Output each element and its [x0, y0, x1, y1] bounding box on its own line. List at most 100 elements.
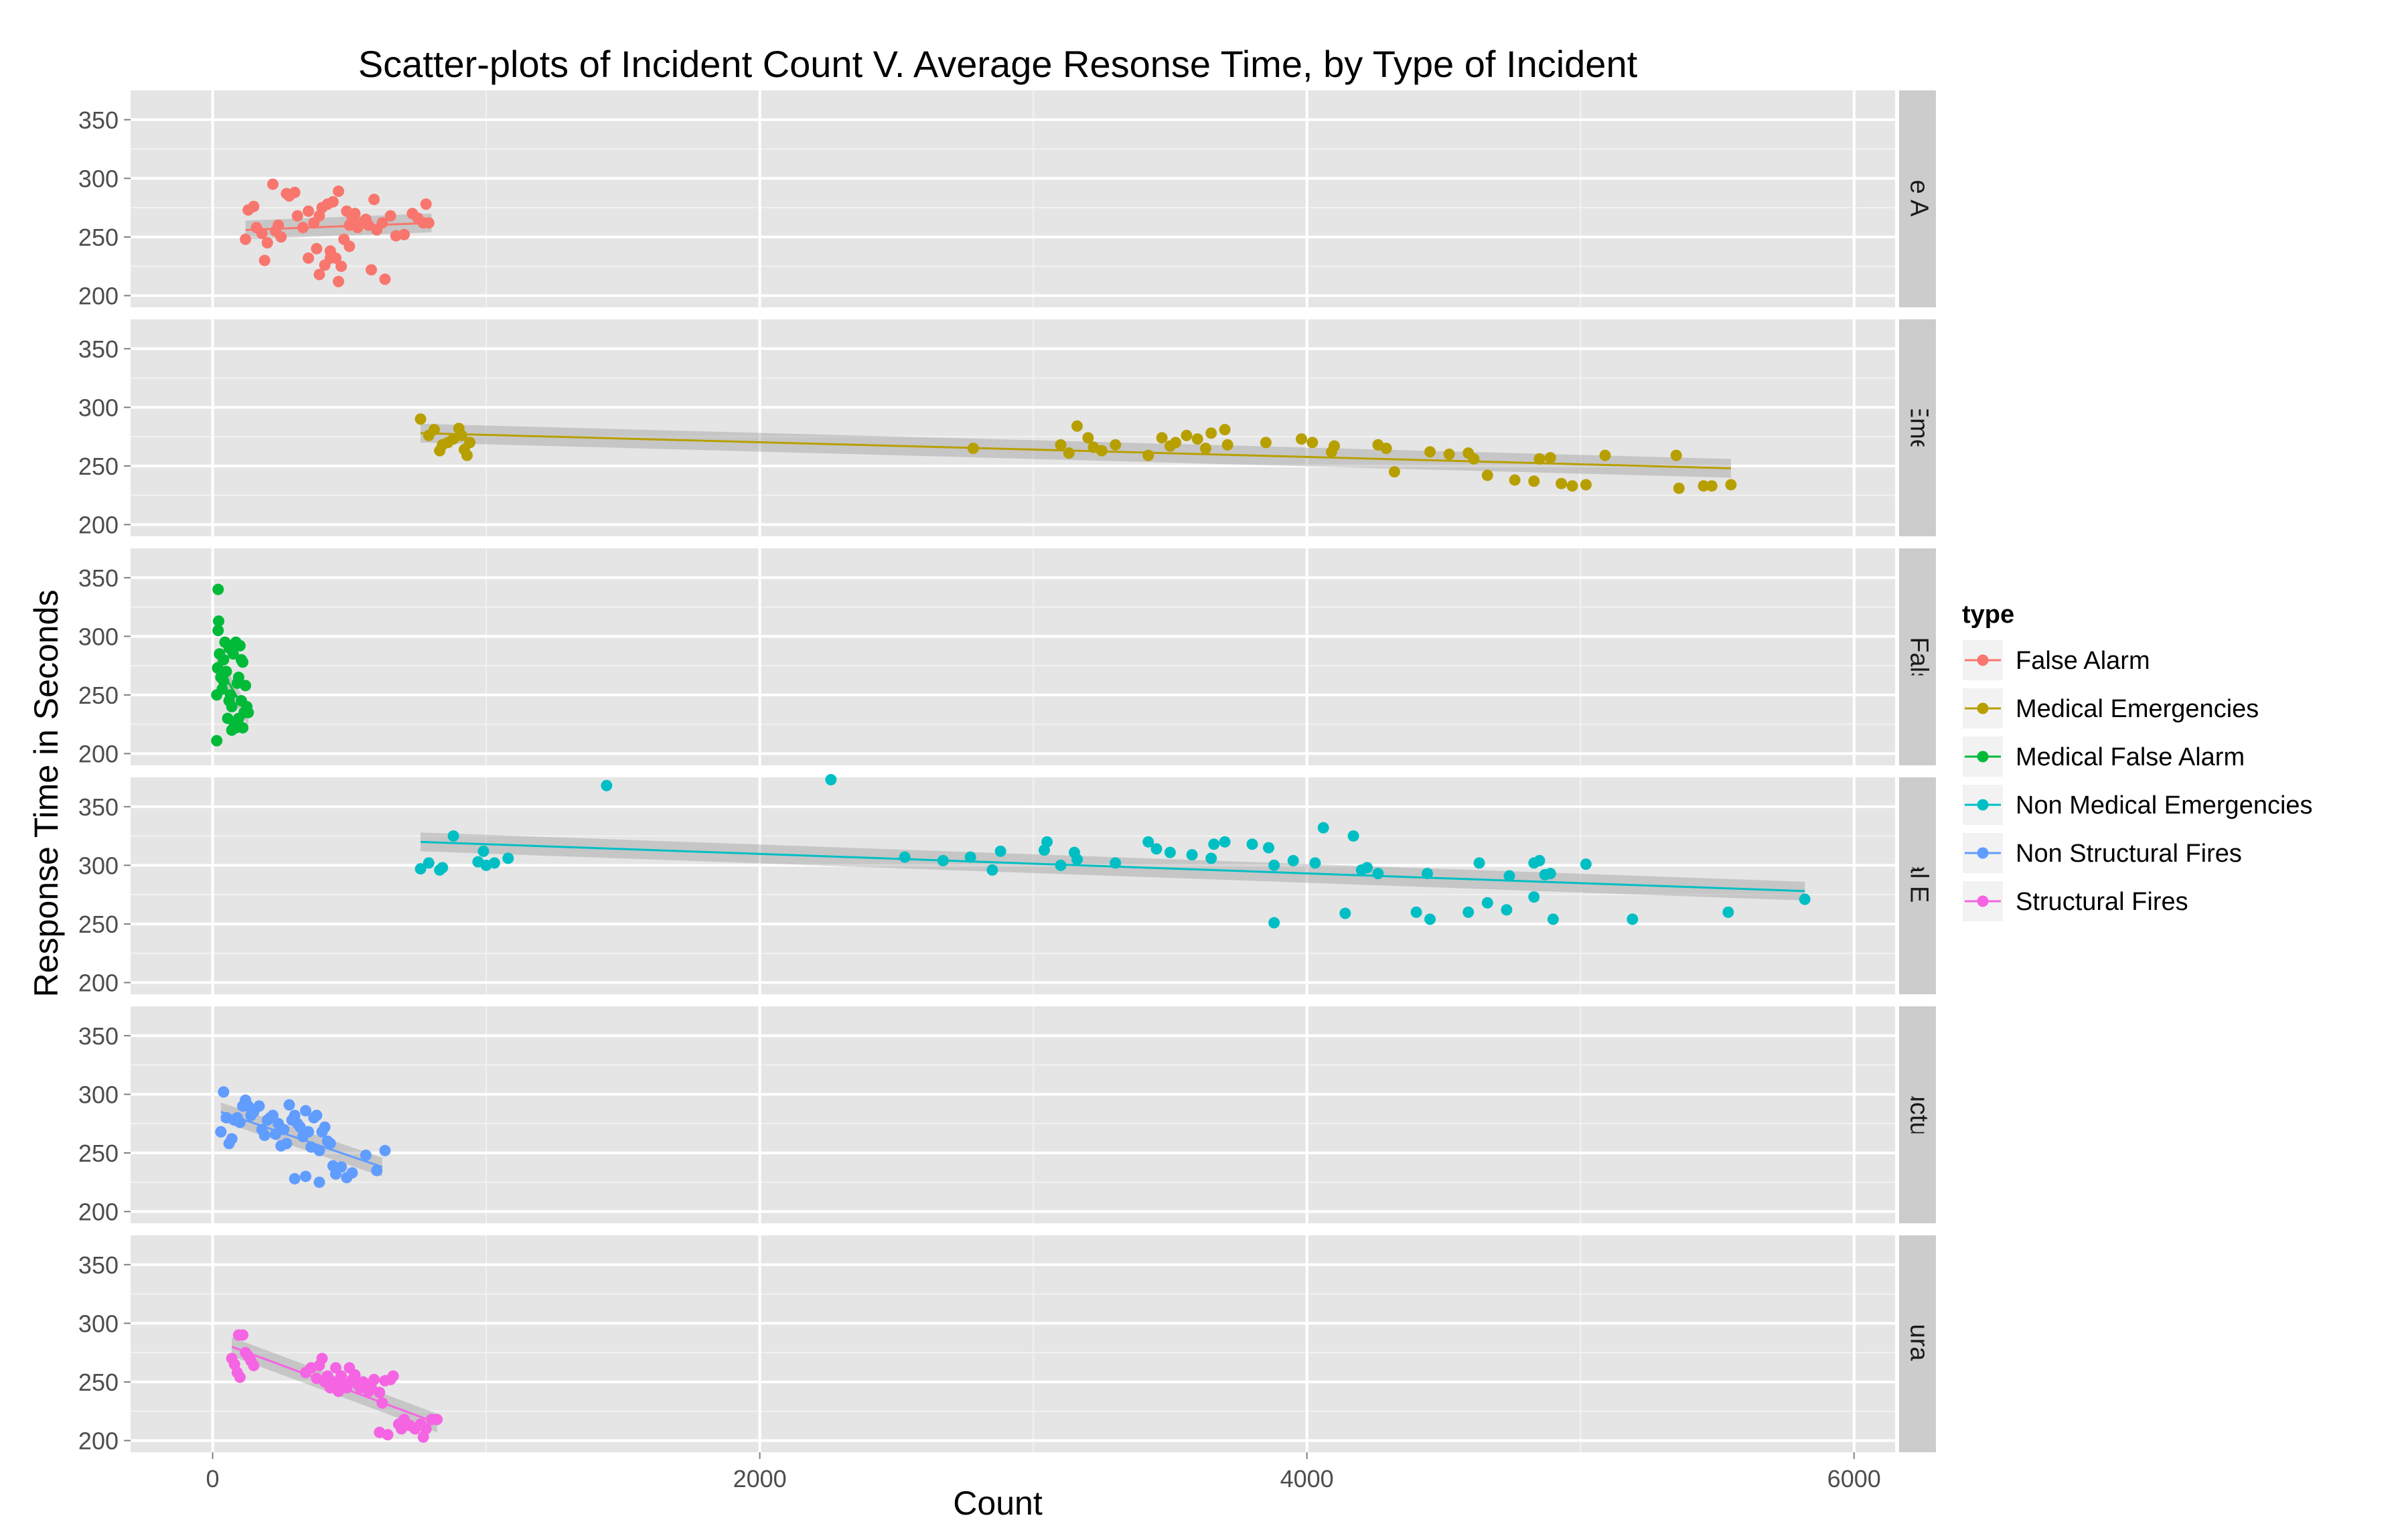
legend-item: False Alarm [1961, 639, 2150, 682]
facet-strip [1899, 1006, 1936, 1223]
x-tick-label: 4000 [1280, 1465, 1334, 1492]
y-tick-label: 200 [78, 1427, 119, 1454]
y-tick-label: 300 [78, 852, 119, 879]
data-point [986, 864, 998, 876]
data-point [256, 228, 268, 240]
data-point [1443, 448, 1455, 460]
data-point [1580, 479, 1592, 491]
data-point [289, 1172, 301, 1184]
data-point [267, 1109, 279, 1122]
y-tick-label: 350 [78, 335, 119, 363]
data-point [313, 1176, 325, 1188]
data-point [967, 443, 979, 455]
data-point [1509, 474, 1521, 486]
data-point [1208, 838, 1220, 850]
data-point [488, 857, 500, 869]
data-point [234, 1371, 246, 1383]
data-point [1219, 836, 1231, 848]
data-point [601, 779, 613, 791]
data-point [1347, 830, 1359, 842]
data-point [1191, 433, 1203, 445]
data-point [1544, 452, 1556, 464]
x-tick-label: 0 [206, 1465, 220, 1492]
data-point [1725, 479, 1737, 491]
y-axis-title: Response Time in Seconds [27, 590, 65, 998]
data-point [1698, 480, 1710, 492]
facet-strip-label: Medical Emergencies [1904, 306, 1933, 549]
y-tick-label: 200 [78, 1198, 119, 1225]
facet-strip-label: Non Medical Emergencies [1904, 737, 1933, 1034]
data-point [502, 852, 514, 864]
data-point [303, 1126, 315, 1138]
data-point [1164, 846, 1176, 858]
facet-panels: 200 250 300 350 False Alarm 200 250 300 350 Medic… [78, 90, 1936, 1454]
data-point [1380, 443, 1392, 455]
facet-panel: 200 250 300 350 False Alarm [78, 90, 1936, 309]
y-tick-label: 300 [78, 165, 119, 192]
data-point [349, 1369, 361, 1381]
data-point [379, 1144, 391, 1156]
data-point [1287, 854, 1299, 866]
facet-strip [1899, 777, 1936, 994]
data-point [899, 851, 911, 863]
facet-panel: 200 250 300 350 Medical False Alarm [78, 548, 1936, 767]
data-point [212, 662, 224, 674]
data-point [267, 178, 279, 190]
data-point [303, 252, 315, 264]
data-point [1410, 906, 1422, 918]
data-point [213, 615, 225, 627]
panel-background [131, 777, 1895, 994]
data-point [964, 851, 976, 863]
data-point [297, 222, 309, 234]
data-point [1799, 893, 1811, 905]
data-point [1473, 857, 1485, 869]
data-point [461, 449, 473, 461]
data-point [1268, 917, 1280, 929]
y-tick-label: 200 [78, 282, 119, 309]
data-point [283, 1099, 295, 1111]
data-point [234, 639, 246, 651]
data-point [291, 210, 303, 222]
data-point [1156, 432, 1168, 444]
data-point [1317, 822, 1329, 834]
data-point [240, 680, 252, 692]
data-point [1246, 838, 1258, 850]
y-tick-label: 250 [78, 453, 119, 480]
data-point [253, 1100, 265, 1112]
data-point [415, 413, 427, 425]
legend-label: Non Medical Emergencies [2016, 791, 2313, 820]
panel-background [131, 548, 1895, 765]
data-point [1306, 437, 1319, 449]
y-tick-label: 350 [78, 106, 119, 134]
data-point [227, 648, 239, 660]
facet-panel: 200 250 300 350 Medical Emergencies [78, 306, 1936, 549]
y-tick-label: 300 [78, 623, 119, 650]
data-point [398, 228, 410, 240]
data-point [346, 1167, 358, 1179]
data-point [937, 854, 949, 866]
data-point [218, 675, 230, 687]
panel-background [131, 319, 1895, 536]
x-axis-title: Count [953, 1484, 1043, 1522]
data-point [218, 1086, 230, 1098]
data-point [371, 1164, 383, 1176]
data-point [1181, 429, 1193, 441]
data-point [428, 424, 440, 436]
data-point [289, 186, 301, 198]
data-point [1673, 482, 1685, 494]
legend-key-point [1977, 751, 1989, 763]
data-point [431, 1413, 443, 1426]
data-point [299, 1105, 311, 1117]
data-point [1329, 440, 1341, 452]
data-point [447, 830, 459, 842]
data-point [212, 583, 224, 595]
legend-key-point [1977, 895, 1989, 907]
data-point [313, 1144, 325, 1156]
data-point [1170, 437, 1182, 449]
data-point [417, 1431, 429, 1443]
y-tick-label: 200 [78, 740, 119, 767]
data-point [335, 1161, 348, 1173]
data-point [1361, 862, 1373, 874]
data-point [1205, 852, 1217, 864]
data-point [226, 1133, 238, 1145]
